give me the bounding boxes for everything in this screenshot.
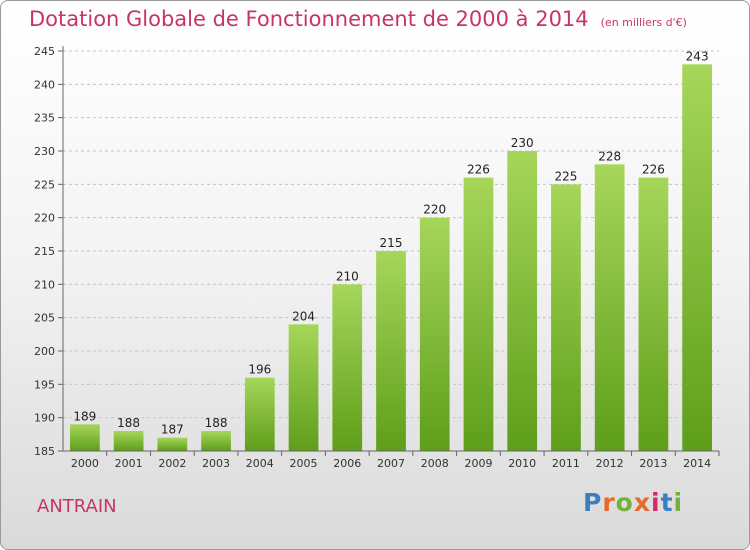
x-tick-label: 2010 (508, 457, 536, 470)
data-label: 226 (467, 163, 490, 177)
y-tick-label: 210 (34, 278, 55, 291)
commune-name: ANTRAIN (37, 496, 117, 517)
y-tick-label: 220 (34, 212, 55, 225)
x-tick-label: 2001 (115, 457, 143, 470)
x-tick-label: 2002 (158, 457, 186, 470)
chart-title-block: Dotation Globale de Fonctionnement de 20… (29, 7, 687, 31)
x-tick-label: 2003 (202, 457, 230, 470)
chart-unit: (en milliers d'€) (600, 16, 687, 29)
y-tick-label: 185 (34, 445, 55, 458)
data-label: 196 (248, 363, 271, 377)
logo-letter: x (633, 488, 651, 517)
bar-2005 (288, 324, 319, 451)
bar-2007 (376, 251, 406, 451)
logo-letter: P (583, 488, 603, 517)
x-tick-label: 2009 (464, 457, 492, 470)
chart-title: Dotation Globale de Fonctionnement de 20… (29, 7, 589, 31)
x-tick-label: 2006 (333, 457, 361, 470)
bar-2011 (551, 184, 581, 452)
data-label: 187 (161, 423, 184, 437)
bar-2008 (419, 217, 450, 451)
logo-letter: o (615, 488, 634, 517)
logo-letter: i (673, 488, 684, 517)
data-label: 210 (336, 269, 359, 283)
y-tick-label: 235 (34, 112, 55, 125)
bar-2004 (244, 377, 275, 451)
bar-2012 (594, 164, 625, 452)
logo-letter: r (602, 488, 616, 517)
bar-2000 (69, 424, 100, 451)
x-tick-label: 2014 (683, 457, 711, 470)
y-tick-label: 245 (34, 45, 55, 58)
bar-2006 (332, 284, 363, 451)
y-tick-label: 225 (34, 178, 55, 191)
bar-2010 (507, 151, 538, 451)
data-label: 228 (598, 149, 621, 163)
data-label: 189 (73, 409, 96, 423)
x-tick-label: 2007 (377, 457, 405, 470)
x-tick-label: 2004 (246, 457, 274, 470)
x-tick-label: 2011 (552, 457, 580, 470)
y-tick-label: 230 (34, 145, 55, 158)
x-tick-label: 2000 (71, 457, 99, 470)
y-tick-label: 195 (34, 378, 55, 391)
bar-2002 (157, 437, 188, 451)
data-labels: 189 188 187 188 196 204 210 215 220 226 230 225 228 2… (73, 49, 708, 436)
data-label: 220 (423, 203, 446, 217)
data-label: 243 (686, 49, 709, 63)
proxiti-logo: Proxiti (583, 488, 683, 517)
logo-letter: t (660, 488, 674, 517)
x-tick-label: 2012 (596, 457, 624, 470)
y-tick-label: 205 (34, 312, 55, 325)
y-axis: 185 190 195 200 205 210 215 220 225 230 235 240 245 (34, 45, 64, 458)
x-tick-label: 2008 (421, 457, 449, 470)
bar-2009 (463, 177, 494, 451)
x-axis: 2000 2001 2002 2003 2004 2005 2006 2007 2008 2009… (63, 450, 720, 470)
data-label: 226 (642, 163, 665, 177)
bar-2013 (638, 177, 669, 451)
x-tick-label: 2005 (290, 457, 318, 470)
data-label: 215 (380, 236, 403, 250)
data-label: 188 (205, 416, 228, 430)
y-tick-label: 200 (34, 345, 55, 358)
bar-2014 (682, 64, 713, 452)
y-tick-label: 215 (34, 245, 55, 258)
bar-2003 (201, 431, 231, 451)
bar-2001 (113, 431, 144, 451)
bar-series (69, 64, 713, 452)
logo-letter: i (651, 488, 661, 517)
y-tick-label: 240 (34, 78, 55, 91)
x-tick-label: 2013 (639, 457, 667, 470)
data-label: 188 (117, 416, 140, 430)
data-label: 230 (511, 136, 534, 150)
data-label: 204 (292, 309, 315, 323)
data-label: 225 (554, 169, 577, 183)
y-tick-label: 190 (34, 412, 55, 425)
